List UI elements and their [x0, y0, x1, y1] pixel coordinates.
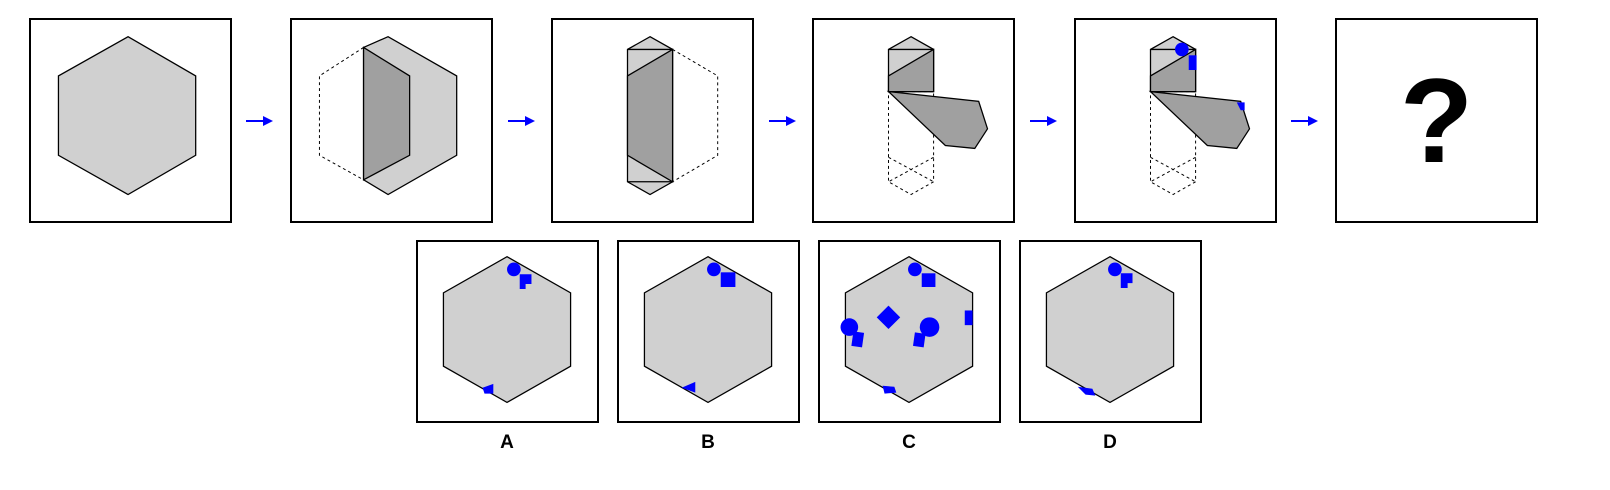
square-mark-icon — [912, 332, 926, 348]
triangle-mark-icon — [681, 381, 696, 393]
folded-flap — [362, 46, 411, 181]
circle-mark-icon — [919, 317, 940, 337]
circle-mark-icon — [1175, 42, 1189, 57]
option-b-label: B — [701, 432, 715, 453]
option-c-panel[interactable] — [818, 240, 1001, 423]
option-a-panel[interactable] — [416, 240, 599, 423]
option-b-figure — [643, 255, 773, 404]
question-mark: ? — [1399, 53, 1474, 188]
square-mark-icon — [720, 272, 736, 287]
option-a-figure — [442, 255, 572, 404]
right-arrow-icon — [246, 116, 273, 126]
step-2-panel — [290, 18, 493, 223]
hexagon-sheet-figure — [57, 35, 197, 196]
third-fold-figure — [886, 35, 989, 196]
folded-wing — [1148, 90, 1251, 150]
step-3-panel — [551, 18, 754, 223]
right-arrow-icon — [1291, 116, 1318, 126]
first-fold-figure — [318, 35, 458, 196]
option-d-label: D — [1103, 432, 1117, 453]
punched-figure — [1148, 35, 1251, 196]
circle-mark-icon — [1108, 262, 1122, 277]
step-1-panel — [29, 18, 232, 223]
option-d-panel[interactable] — [1019, 240, 1202, 423]
hexagon-sheet — [442, 255, 572, 404]
right-arrow-icon — [508, 116, 535, 126]
triangle-mark-icon — [1077, 386, 1096, 396]
circle-mark-icon — [707, 262, 721, 277]
right-arrow-icon — [1030, 116, 1057, 126]
circle-mark-icon — [507, 262, 521, 277]
option-c-figure — [840, 255, 974, 404]
square-mark-icon — [519, 274, 532, 289]
step-4-panel — [812, 18, 1015, 223]
right-arrow-icon — [769, 116, 796, 126]
hexagon-sheet — [1045, 255, 1175, 404]
folded-strip — [626, 48, 674, 183]
square-mark-icon — [964, 310, 973, 326]
folded-wing — [886, 90, 989, 150]
second-fold-figure — [626, 35, 719, 196]
triangle-mark-icon — [482, 383, 494, 394]
dashed-outline — [318, 47, 364, 181]
square-mark-icon — [1120, 273, 1133, 288]
hexagon-sheet — [844, 255, 974, 404]
triangle-mark-icon — [882, 385, 897, 394]
hexagon-sheet — [57, 35, 197, 196]
option-c-label: C — [902, 432, 916, 453]
hexagon-sheet — [643, 255, 773, 404]
question-panel: ? — [1335, 18, 1538, 223]
step-5-panel — [1074, 18, 1277, 223]
square-mark-icon — [851, 331, 865, 348]
square-mark-icon — [1188, 55, 1197, 71]
option-d-figure — [1045, 255, 1175, 404]
triangle-mark-icon — [1236, 102, 1245, 111]
option-a-label: A — [500, 432, 514, 453]
option-b-panel[interactable] — [617, 240, 800, 423]
circle-mark-icon — [908, 262, 922, 277]
dashed-outline — [672, 49, 719, 183]
